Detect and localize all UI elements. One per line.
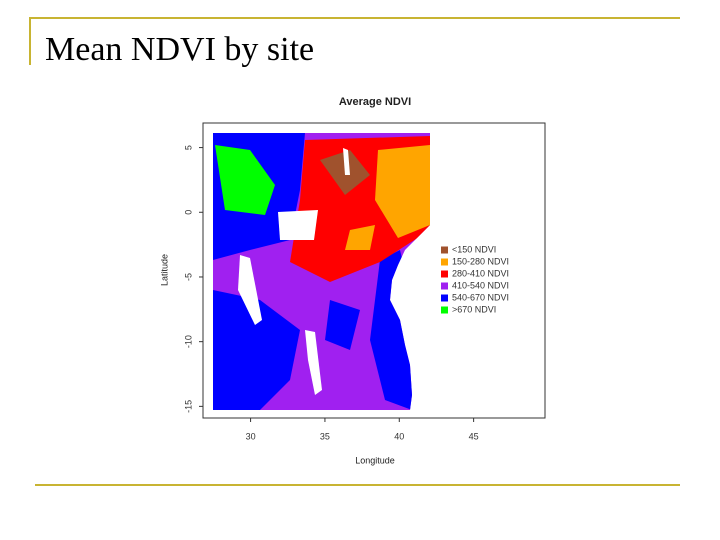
legend-swatch	[441, 294, 448, 302]
x-axis-label: Longitude	[355, 455, 395, 465]
legend-label: >670 NDVI	[452, 304, 496, 314]
y-axis-label: Latitude	[159, 254, 169, 286]
legend-swatch	[441, 270, 448, 278]
y-tick-label: 0	[183, 210, 193, 215]
legend-label: 280-410 NDVI	[452, 268, 509, 278]
legend-label: 150-280 NDVI	[452, 256, 509, 266]
y-tick-label: 5	[183, 145, 193, 150]
y-tick-label: -15	[183, 400, 193, 413]
y-tick-label: -10	[183, 335, 193, 348]
x-tick-label: 40	[394, 431, 404, 441]
legend-label: 540-670 NDVI	[452, 292, 509, 302]
plot-frame	[202, 122, 546, 419]
x-tick-label: 35	[320, 431, 330, 441]
ndvi-raster	[213, 133, 430, 410]
legend-swatch	[441, 306, 448, 314]
slide-title: Mean NDVI by site	[45, 31, 314, 68]
y-tick-label: -5	[183, 273, 193, 281]
legend-label: 410-540 NDVI	[452, 280, 509, 290]
legend-label: <150 NDVI	[452, 244, 496, 254]
legend-swatch	[441, 282, 448, 290]
x-tick-label: 45	[469, 431, 479, 441]
x-tick-label: 30	[246, 431, 256, 441]
chart-title: Average NDVI	[339, 96, 411, 108]
legend-swatch	[441, 258, 448, 266]
legend-swatch	[441, 246, 448, 254]
